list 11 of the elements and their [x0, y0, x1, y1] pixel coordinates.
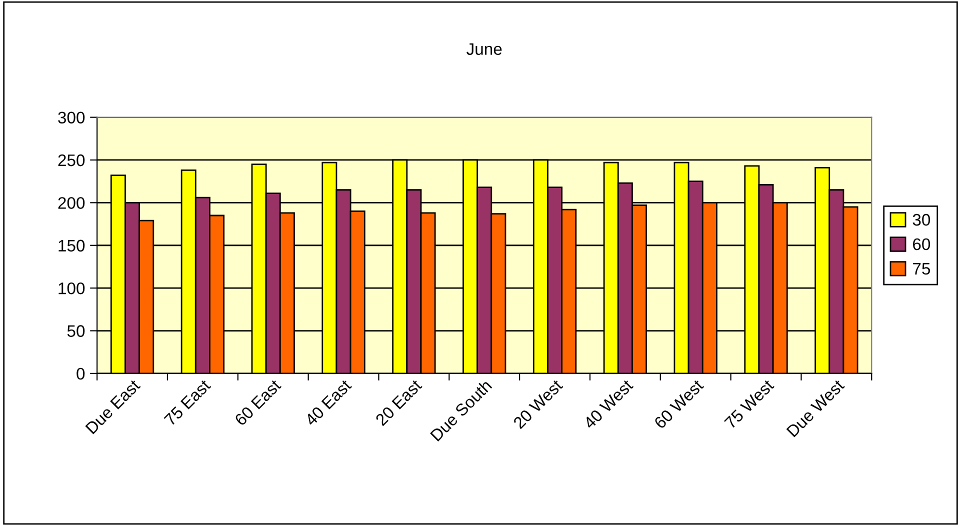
y-tick-label: 200	[58, 197, 85, 209]
legend-label: 60	[913, 238, 930, 250]
y-tick-label: 50	[67, 325, 85, 337]
legend-label: 75	[913, 262, 930, 275]
y-tick-label: 250	[58, 154, 85, 166]
y-tick-label: 0	[76, 368, 85, 380]
y-tick-label: 300	[58, 112, 85, 124]
legend-label: 30	[912, 214, 930, 226]
y-tick-label: 100	[58, 282, 85, 294]
y-tick-label: 150	[58, 240, 85, 252]
chart-title: June	[466, 43, 502, 55]
